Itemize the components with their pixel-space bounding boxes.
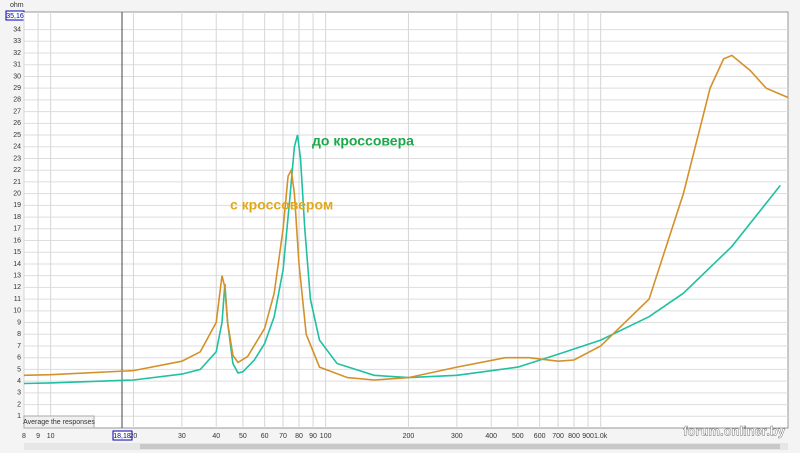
y-tick-label: 30 <box>13 73 21 80</box>
y-tick-label: 17 <box>13 226 21 233</box>
x-tick-label: 500 <box>512 433 524 440</box>
y-tick-label: 5 <box>17 366 21 373</box>
y-tick-label: 31 <box>13 62 21 69</box>
y-tick-label: 21 <box>13 179 21 186</box>
y-tick-label: 32 <box>13 50 21 57</box>
x-tick-label: 30 <box>178 433 186 440</box>
x-tick-label: 40 <box>212 433 220 440</box>
x-tick-label: 9 <box>36 433 40 440</box>
y-tick-label: 9 <box>17 319 21 326</box>
average-button-label: Average the responses <box>23 419 95 426</box>
y-axis-label: ohm <box>10 2 24 9</box>
watermark: forum.onliner.by <box>683 423 786 438</box>
y-tick-label: 25 <box>13 132 21 139</box>
y-tick-label: 24 <box>13 144 21 151</box>
y-tick-label: 27 <box>13 108 21 115</box>
y-tick-label: 33 <box>13 38 21 45</box>
y-tick-label: 34 <box>13 26 21 33</box>
plot-area <box>23 11 789 429</box>
x-tick-label: 700 <box>552 433 564 440</box>
x-tick-label: 50 <box>239 433 247 440</box>
x-tick-label: 20 <box>130 433 138 440</box>
x-tick-label: 8 <box>22 433 26 440</box>
y-tick-label: 6 <box>17 355 21 362</box>
y-tick-label: 22 <box>13 167 21 174</box>
y-tick-label: 14 <box>13 261 21 268</box>
y-tick-label: 18 <box>13 214 21 221</box>
x-tick-label: 90 <box>309 433 317 440</box>
average-button[interactable] <box>23 415 95 429</box>
x-tick-label: 80 <box>295 433 303 440</box>
y-tick-label: 13 <box>13 273 21 280</box>
x-tick-label: 10 <box>47 433 55 440</box>
x-tick-label: 300 <box>451 433 463 440</box>
annotation: с кроссовером <box>230 197 333 213</box>
scrollbar-thumb[interactable] <box>140 444 780 449</box>
x-tick-label: 60 <box>261 433 269 440</box>
y-tick-label: 23 <box>13 155 21 162</box>
x-tick-label: 400 <box>485 433 497 440</box>
x-tick-label: 100 <box>320 433 332 440</box>
y-tick-label: 3 <box>17 390 21 397</box>
series-line <box>23 54 789 381</box>
y-tick-label: 8 <box>17 331 21 338</box>
y-tick-label: 29 <box>13 85 21 92</box>
y-tick-label: 2 <box>17 401 21 408</box>
x-tick-label: 900 <box>582 433 594 440</box>
y-tick-label: 12 <box>13 284 21 291</box>
y-tick-label: 11 <box>14 296 21 303</box>
y-tick-label: 28 <box>13 97 21 104</box>
y-tick-label: 7 <box>17 343 21 350</box>
y-tick-label: 1 <box>17 413 21 420</box>
cursor-x-readout: 18,18 <box>113 433 131 440</box>
x-tick-label: 1.0k <box>594 433 608 440</box>
x-tick-label: 600 <box>534 433 546 440</box>
x-tick-label: 200 <box>403 433 415 440</box>
x-tick-label: 70 <box>279 433 287 440</box>
cursor-y-readout: 35,16 <box>6 13 24 20</box>
y-tick-label: 19 <box>13 202 21 209</box>
y-tick-label: 20 <box>13 190 21 197</box>
y-tick-label: 26 <box>13 120 21 127</box>
y-tick-label: 4 <box>17 378 21 385</box>
x-tick-label: 800 <box>568 433 580 440</box>
y-tick-label: 15 <box>13 249 21 256</box>
cursor-x-box <box>112 430 133 441</box>
y-tick-label: 10 <box>13 308 21 315</box>
annotation: до кроссовера <box>312 133 414 149</box>
y-tick-label: 16 <box>13 237 21 244</box>
